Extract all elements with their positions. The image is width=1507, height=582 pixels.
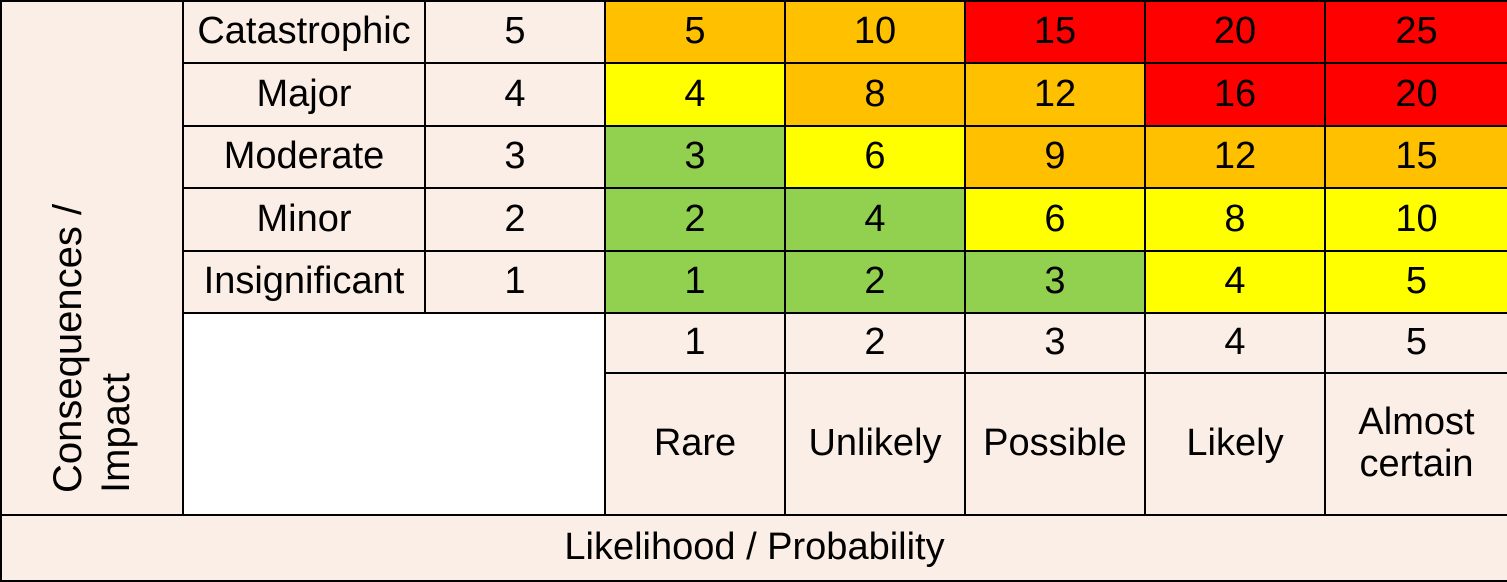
likelihood-score: 1 <box>604 312 786 374</box>
consequence-row: Consequences / Impact Catastrophic 5 5 1… <box>0 0 1507 517</box>
risk-cell: 20 <box>1324 62 1507 127</box>
footer-row: Likelihood / Probability <box>0 514 1507 582</box>
risk-cell: 20 <box>1144 0 1326 65</box>
risk-cell: 10 <box>784 0 966 65</box>
likelihood-score: 4 <box>1144 312 1326 374</box>
risk-cell: 3 <box>604 124 786 190</box>
likelihood-score-row: 1 2 3 4 5 <box>1 312 1507 517</box>
consequence-row: Major 4 4 8 12 16 20 <box>1 62 1507 127</box>
consequence-name: Insignificant <box>182 249 426 315</box>
likelihood-score: 2 <box>784 312 966 374</box>
consequence-score: 5 <box>424 0 606 65</box>
risk-cell: 8 <box>784 62 966 127</box>
risk-cell: 10 <box>1324 187 1507 252</box>
risk-cell: 6 <box>784 124 966 190</box>
consequence-score: 3 <box>424 124 606 190</box>
likelihood-name: Almost certain <box>1324 371 1507 517</box>
risk-cell: 15 <box>1324 124 1507 190</box>
risk-cell: 3 <box>964 249 1146 315</box>
likelihood-name-row: Rare Unlikely Possible Likely Almost cert… <box>1 371 1507 517</box>
risk-cell: 5 <box>1324 249 1507 315</box>
risk-cell: 12 <box>1144 124 1326 190</box>
consequence-row: Moderate 3 3 6 9 12 15 <box>1 124 1507 190</box>
consequence-name: Moderate <box>182 124 426 190</box>
risk-cell: 4 <box>604 62 786 127</box>
risk-cell: 2 <box>784 249 966 315</box>
risk-cell: 12 <box>964 62 1146 127</box>
blank-corner-cell <box>182 312 606 517</box>
consequence-name: Catastrophic <box>182 0 426 65</box>
likelihood-score: 3 <box>964 312 1146 374</box>
likelihood-axis-label: Likelihood / Probability <box>0 514 1507 582</box>
risk-cell: 25 <box>1324 0 1507 65</box>
consequence-score: 4 <box>424 62 606 127</box>
risk-cell: 8 <box>1144 187 1326 252</box>
likelihood-score: 5 <box>1324 312 1507 374</box>
consequence-name: Major <box>182 62 426 127</box>
likelihood-name: Unlikely <box>784 371 966 517</box>
consequence-row: Minor 2 2 4 6 8 10 <box>1 187 1507 252</box>
risk-cell: 9 <box>964 124 1146 190</box>
risk-cell: 1 <box>604 249 786 315</box>
likelihood-name: Rare <box>604 371 786 517</box>
risk-cell: 4 <box>1144 249 1326 315</box>
consequence-name: Minor <box>182 187 426 252</box>
risk-cell: 16 <box>1144 62 1326 127</box>
consequence-score: 2 <box>424 187 606 252</box>
risk-cell: 4 <box>784 187 966 252</box>
risk-cell: 5 <box>604 0 786 65</box>
risk-cell: 15 <box>964 0 1146 65</box>
likelihood-name: Likely <box>1144 371 1326 517</box>
risk-cell: 2 <box>604 187 786 252</box>
consequence-score: 1 <box>424 249 606 315</box>
risk-cell: 6 <box>964 187 1146 252</box>
consequence-row: Insignificant 1 1 2 3 4 5 <box>1 249 1507 315</box>
likelihood-name: Possible <box>964 371 1146 517</box>
consequences-axis-label-cell: Consequences / Impact <box>0 0 184 517</box>
consequences-axis-label: Consequences / Impact <box>46 203 138 494</box>
